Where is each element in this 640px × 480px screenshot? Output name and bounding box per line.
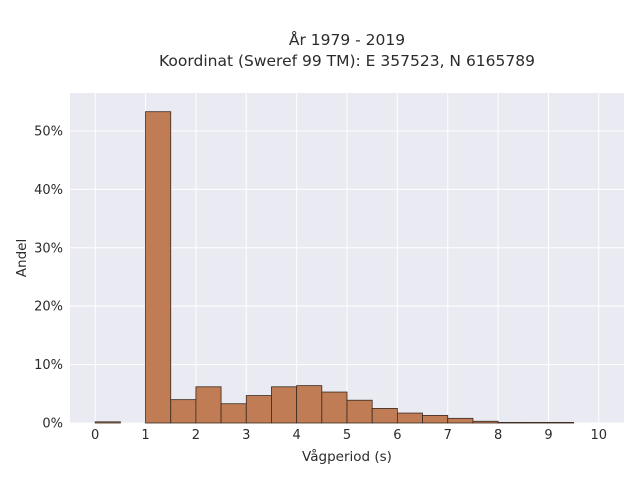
histogram-bar [396, 412, 423, 424]
y-tick-label: 10% [34, 358, 63, 373]
histogram-bar [321, 391, 348, 424]
histogram-bar [371, 407, 398, 424]
histogram-bar [145, 111, 172, 424]
histogram-bar [94, 421, 121, 424]
histogram-bar [522, 422, 549, 424]
histogram-bar [245, 395, 272, 424]
y-tick-label: 50% [34, 124, 63, 139]
chart-title-line1: År 1979 - 2019 [289, 30, 405, 49]
x-tick-label: 1 [141, 428, 149, 443]
x-tick-label: 2 [192, 428, 200, 443]
histogram-bar [170, 399, 197, 424]
x-tick-labels: 0 1 2 3 4 5 6 7 8 9 10 [91, 428, 607, 443]
x-tick-label: 0 [91, 428, 99, 443]
y-axis-label: Andel [14, 239, 30, 277]
histogram-bar [271, 386, 298, 424]
histogram-bar [497, 422, 524, 424]
x-tick-label: 7 [444, 428, 452, 443]
x-tick-label: 3 [242, 428, 250, 443]
x-tick-label: 8 [494, 428, 502, 443]
histogram-bar [220, 403, 247, 424]
y-tick-label: 40% [34, 183, 63, 198]
histogram-bar [195, 386, 222, 424]
histogram-bar [422, 415, 449, 424]
x-tick-label: 4 [292, 428, 300, 443]
x-tick-label: 10 [591, 428, 608, 443]
chart-title-line2: Koordinat (Sweref 99 TM): E 357523, N 61… [159, 52, 535, 70]
y-tick-label: 20% [34, 300, 63, 315]
y-tick-label: 30% [34, 241, 63, 256]
x-axis-label: Vågperiod (s) [302, 448, 392, 465]
histogram-bar [548, 422, 575, 424]
histogram-bar [447, 417, 474, 424]
histogram-bar [472, 420, 499, 424]
y-tick-labels: 0% 10% 20% 30% 40% 50% [34, 124, 63, 431]
x-tick-label: 5 [343, 428, 351, 443]
histogram-bars [94, 111, 575, 424]
y-tick-label: 0% [42, 417, 63, 432]
x-tick-label: 9 [544, 428, 552, 443]
histogram-bar [296, 385, 323, 424]
histogram-bar [346, 399, 373, 424]
x-tick-label: 6 [393, 428, 401, 443]
